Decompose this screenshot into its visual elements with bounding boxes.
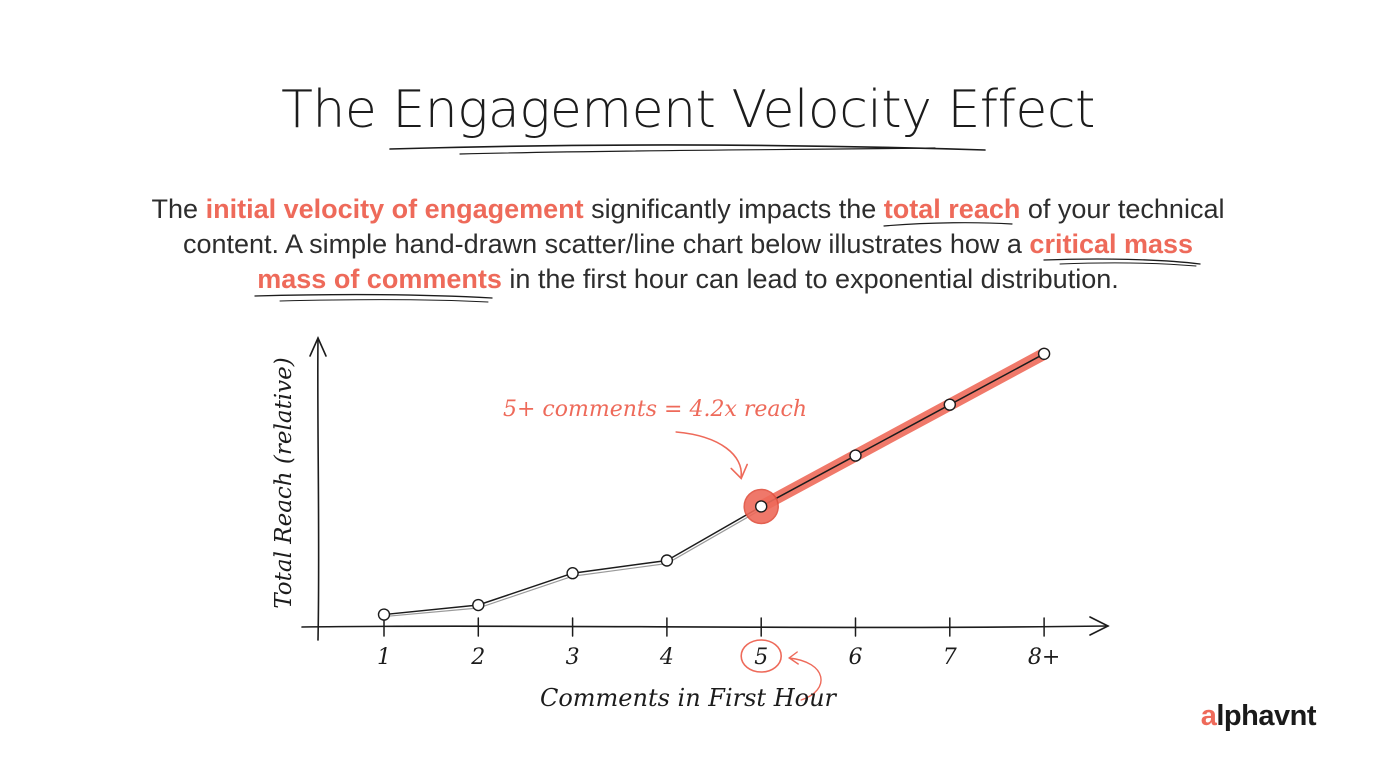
x-tick-label: 5 [754,645,768,670]
highlight-total-reach: total reach [883,194,1021,224]
data-point [472,598,485,612]
intro-text-1: The [151,194,206,224]
x-tick-label: 3 [566,645,580,670]
y-axis-label: Total Reach (relative) [271,357,297,609]
intro-text-4: in the first hour can lead to exponentia… [501,264,1119,294]
data-point [943,398,956,411]
x-tick-label: 2 [470,645,485,670]
data-point [1037,347,1051,360]
y-axis [309,336,327,641]
highlight-critical-mass: critical mass mass of comments [257,229,1194,294]
data-point [660,554,674,567]
x-tick-label: 4 [659,645,674,670]
x-tick-label: 8+ [1028,645,1060,670]
intro-text-3: of your technical content. A simple hand… [182,194,1225,259]
x-tick-label: 7 [943,645,957,670]
brand-logo-text: lphavnt [1216,700,1316,732]
data-points [377,347,1051,621]
highlight-underlines [254,222,1201,303]
intro-paragraph: The initial velocity of engagement signi… [150,192,1226,297]
annotation-label: 5+ comments = 4.2x reach [503,397,807,422]
brand-logo: alphavnt [1200,700,1317,733]
trend-lines [383,347,1051,618]
brand-logo-accent: a [1200,700,1217,732]
trend-line [383,353,1045,616]
data-point [566,567,579,580]
highlight-tick-ring [740,639,783,673]
guide-line [383,508,762,618]
x-tick-label: 1 [377,645,391,670]
x-axis-label: Comments in First Hour [540,684,838,712]
data-point [377,608,391,621]
annotation-arrow [675,431,748,480]
x-axis [301,616,1110,636]
tick-annotation-arrow [787,651,822,701]
x-tick-label: 6 [849,645,863,670]
page-title: The Engagement Velocity Effect [281,80,1095,140]
highlight-initial-velocity: initial velocity of engagement [205,194,584,224]
data-point [755,500,768,513]
title-underline [389,144,986,155]
intro-text-2: significantly impacts the [583,194,884,224]
x-ticks [383,617,1045,637]
data-point [849,449,862,462]
x-tick-labels: 1 2 3 4 5 6 7 8+ [377,645,1060,670]
